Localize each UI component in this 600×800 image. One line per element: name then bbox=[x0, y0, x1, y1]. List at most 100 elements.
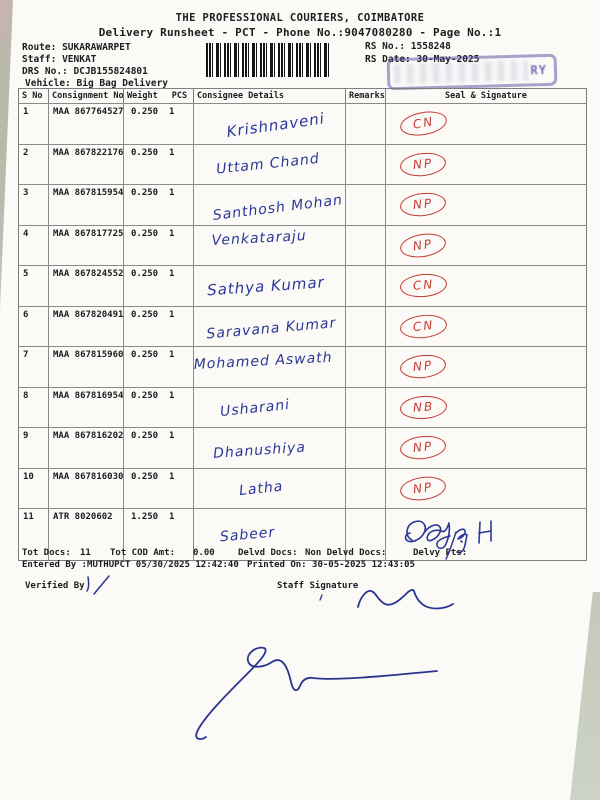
delvy-pts-label: Delvy Pts: bbox=[413, 548, 468, 558]
consignment-cell: ATR 8020602 bbox=[49, 509, 124, 560]
pcs-value: 1 bbox=[169, 390, 175, 401]
header-weight: Weight bbox=[127, 91, 158, 101]
vehicle-line: Vehicle: Big Bag Delivery bbox=[22, 78, 168, 90]
weight-pcs-cell: 0.250 1 bbox=[124, 104, 194, 144]
pcs-value: 1 bbox=[169, 228, 175, 239]
stamp-faded-text bbox=[393, 60, 529, 85]
verified-by-slash bbox=[93, 575, 110, 595]
table-header-row: S No Consignment No Weight PCS Consignee … bbox=[19, 89, 586, 103]
weight-pcs-cell: 0.250 1 bbox=[124, 225, 194, 265]
consignment-cell: MAA 867816030 bbox=[49, 468, 124, 508]
remarks-cell bbox=[346, 266, 386, 306]
consignment-cell: MAA 867816954 bbox=[49, 387, 124, 427]
remarks-cell bbox=[346, 468, 386, 508]
sno-cell: 8 bbox=[19, 387, 49, 427]
handwritten-consignee-name: Latha bbox=[238, 478, 285, 500]
staff-label: Staff: bbox=[22, 54, 57, 65]
rs-info-block: RS No.: 1558248 RS Date: 30-May-2025 bbox=[365, 41, 479, 66]
weight-value: 1.250 bbox=[131, 512, 159, 522]
table-row: 9 MAA 867816202 0.250 1 Dhanushiya NP bbox=[19, 427, 586, 468]
weight-pcs-cell: 1.250 1 bbox=[124, 509, 194, 560]
seal-stamp: NP bbox=[398, 352, 448, 381]
consignment-cell: MAA 867820491 bbox=[49, 306, 124, 346]
weight-value: 0.250 bbox=[131, 471, 159, 482]
drs-label: DRS No.: bbox=[22, 66, 68, 77]
staff-line: Staff: VENKAT bbox=[22, 54, 168, 66]
remarks-cell bbox=[346, 387, 386, 427]
weight-pcs-cell: 0.250 1 bbox=[124, 468, 194, 508]
entered-by-line: Entered By :MUTHUPCT 05/30/2025 12:42:40 bbox=[22, 560, 239, 570]
seal-stamp: CN bbox=[399, 272, 449, 300]
seal-stamp: NP bbox=[398, 433, 448, 462]
runsheet-table: S No Consignment No Weight PCS Consignee … bbox=[18, 88, 587, 561]
seal-cell: NP bbox=[386, 469, 586, 509]
seal-signature-scribble bbox=[404, 519, 492, 553]
weight-pcs-cell: 0.250 1 bbox=[124, 185, 194, 225]
seal-stamp: NP bbox=[398, 473, 448, 503]
scan-edge-left bbox=[0, 0, 13, 310]
consignment-cell: MAA 867822176 bbox=[49, 144, 124, 184]
stamp-legible-fragment: RY bbox=[530, 62, 548, 78]
tot-docs-label: Tot Docs: bbox=[22, 548, 71, 558]
pcs-value: 1 bbox=[169, 350, 175, 360]
weight-value: 0.250 bbox=[131, 147, 159, 158]
remarks-cell bbox=[346, 185, 386, 225]
scan-edge-right bbox=[570, 592, 600, 800]
sno-cell: 1 bbox=[19, 104, 49, 144]
weight-pcs-cell: 0.250 1 bbox=[124, 306, 194, 346]
rs-date-value: 30-May-2025 bbox=[416, 53, 480, 65]
consignee-cell: Mohamed Aswath bbox=[193, 347, 346, 387]
consignee-cell: Santhosh Mohan bbox=[194, 185, 346, 225]
consignee-cell: Sathya Kumar bbox=[194, 266, 346, 306]
tot-cod-value: 0.00 bbox=[193, 548, 215, 558]
sno-cell: 6 bbox=[19, 306, 49, 346]
table-row: 10 MAA 867816030 0.250 1 Latha NP bbox=[19, 467, 586, 509]
table-row: 6 MAA 867820491 0.250 1 Saravana Kumar CN bbox=[19, 305, 586, 347]
tot-docs-value: 11 bbox=[80, 548, 91, 558]
seal-cell: CN bbox=[386, 104, 586, 144]
drs-value: DCJB155824801 bbox=[73, 66, 148, 77]
pcs-value: 1 bbox=[169, 269, 175, 279]
delvd-docs-label: Delvd Docs: bbox=[238, 548, 298, 558]
runsheet-subtitle: Delivery Runsheet - PCT - Phone No.:9047… bbox=[98, 26, 502, 39]
handwritten-consignee-name: Dhanushiya bbox=[212, 439, 307, 462]
weight-value: 0.250 bbox=[131, 107, 159, 117]
weight-value: 0.250 bbox=[131, 431, 159, 441]
handwritten-consignee-name: Sathya Kumar bbox=[206, 272, 325, 300]
remarks-cell bbox=[346, 509, 386, 560]
consignee-cell: Usharani bbox=[194, 387, 346, 427]
consignment-cell: MAA 867817725 bbox=[49, 225, 124, 265]
header-seal: Seal & Signature bbox=[445, 91, 527, 101]
courier-large-signature bbox=[195, 646, 438, 740]
pcs-value: 1 bbox=[169, 309, 175, 320]
pcs-value: 1 bbox=[169, 107, 175, 117]
seal-cell: NP bbox=[386, 145, 586, 185]
handwritten-consignee-name: Usharani bbox=[219, 397, 292, 421]
header-sno: S No bbox=[19, 89, 49, 103]
weight-value: 0.250 bbox=[131, 390, 159, 401]
shipment-info-block: Route: SUKARAWARPET Staff: VENKAT DRS No… bbox=[22, 42, 168, 90]
drs-line: DRS No.: DCJB155824801 bbox=[22, 66, 168, 78]
seal-cell: CN bbox=[386, 307, 586, 347]
seal-stamp: NP bbox=[398, 190, 448, 219]
consignment-cell: MAA 867816202 bbox=[49, 428, 124, 468]
handwritten-consignee-name: Sabeer bbox=[219, 524, 276, 545]
remarks-cell bbox=[346, 104, 386, 144]
pcs-value: 1 bbox=[169, 471, 175, 482]
header-pcs: PCS bbox=[171, 91, 188, 101]
table-row: 7 MAA 867815960 0.250 1 Mohamed Aswath NP bbox=[19, 346, 586, 387]
handwritten-consignee-name: Saravana Kumar bbox=[206, 315, 338, 343]
handwritten-consignee-name: Krishnaveni bbox=[225, 109, 326, 141]
weight-value: 0.250 bbox=[131, 228, 159, 239]
handwritten-consignee-name: Uttam Chand bbox=[215, 151, 321, 178]
table-row: 4 MAA 867817725 0.250 1 Venkataraju NP bbox=[19, 224, 586, 265]
runsheet-barcode bbox=[206, 43, 330, 77]
consignment-cell: MAA 867764527 bbox=[49, 104, 124, 144]
rs-date-line: RS Date: 30-May-2025 bbox=[365, 54, 479, 67]
table-row: 8 MAA 867816954 0.250 1 Usharani NB bbox=[19, 386, 586, 427]
seal-stamp: NP bbox=[398, 150, 448, 179]
consignee-cell: Saravana Kumar bbox=[194, 306, 346, 346]
weight-value: 0.250 bbox=[131, 269, 159, 279]
sno-cell: 11 bbox=[19, 509, 49, 560]
